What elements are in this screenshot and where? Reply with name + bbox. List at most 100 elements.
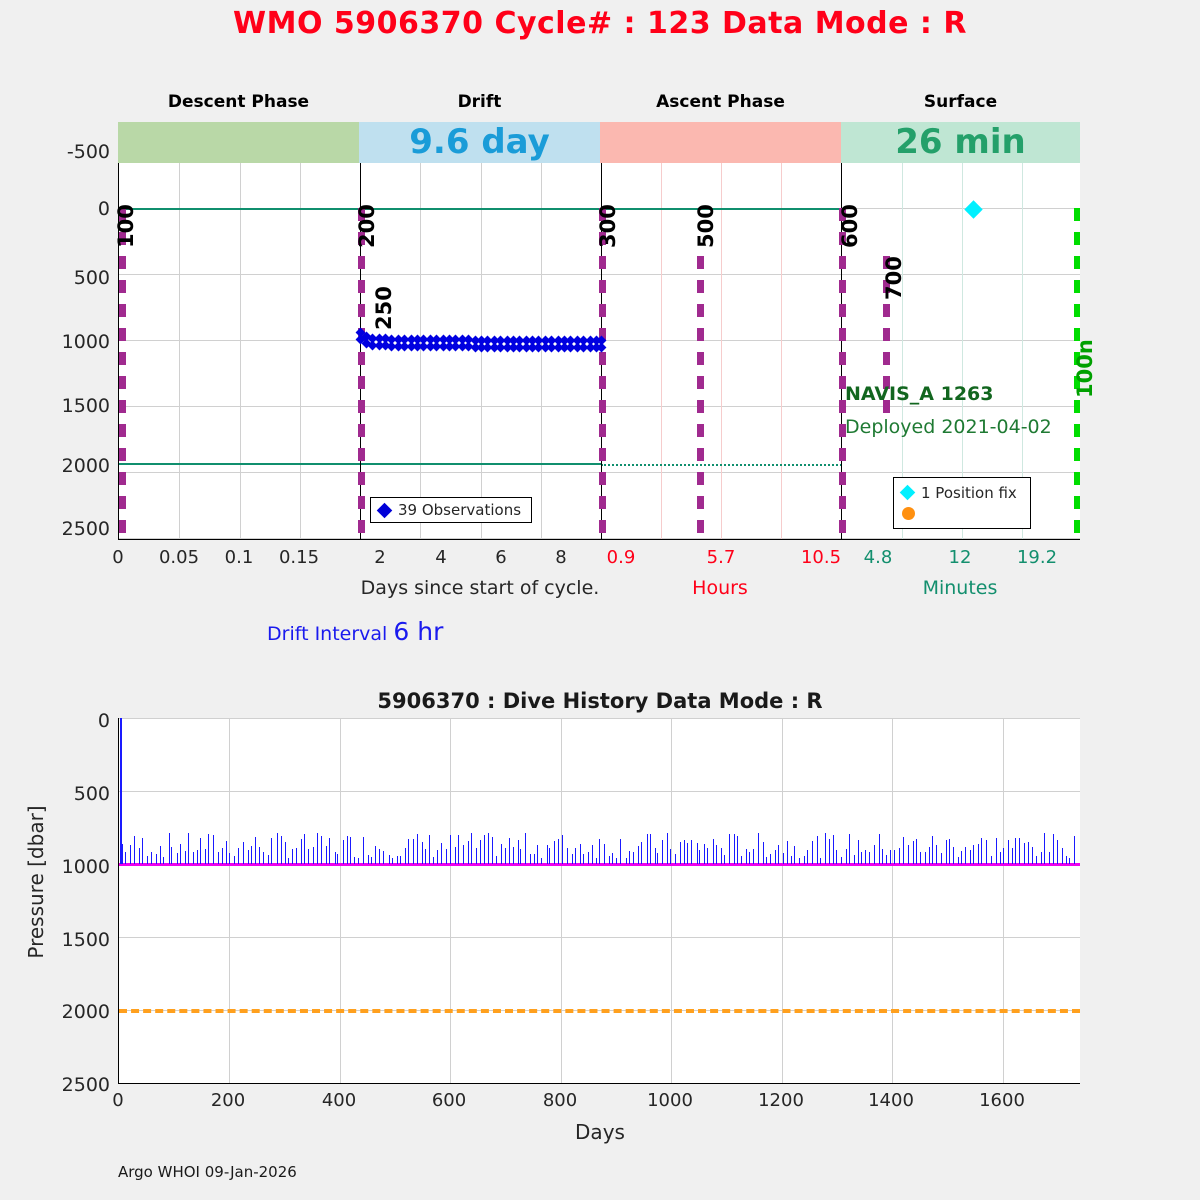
park-line-label-600: 600 <box>838 204 862 248</box>
dive-spike <box>358 857 360 865</box>
dive-spike <box>400 855 402 865</box>
dive-spike <box>783 852 784 865</box>
dive-spike <box>865 849 867 865</box>
dive-spike <box>176 853 178 865</box>
dive-spike <box>749 852 751 865</box>
dive-spike <box>787 841 789 865</box>
dive-spike <box>222 847 223 865</box>
dive-spike <box>308 849 310 865</box>
dive-spike <box>991 856 993 865</box>
dive-spike <box>325 846 327 865</box>
dive-spike <box>250 845 252 865</box>
dive-spike <box>329 837 331 865</box>
drift-interval-label: Drift Interval <box>267 623 388 645</box>
dive-spike <box>791 855 793 865</box>
dive-spike <box>858 840 860 865</box>
dive-spike <box>504 848 506 865</box>
dive-spike <box>599 839 601 865</box>
dive-spike <box>952 846 954 865</box>
phase-band-ascent <box>600 122 841 163</box>
dive-spike <box>454 847 456 865</box>
dive-spike <box>421 841 423 865</box>
bot-xtick-1600: 1600 <box>979 1090 1025 1111</box>
drift-duration-text: 9.6 day <box>409 122 550 162</box>
dive-spike <box>907 844 909 865</box>
dive-spike <box>683 839 685 865</box>
park-line-label-300: 300 <box>596 204 620 248</box>
dive-spike <box>487 832 489 865</box>
dive-spike <box>432 856 434 865</box>
dive-spike <box>841 856 843 865</box>
dive-spike <box>999 852 1001 865</box>
dive-spike <box>964 846 966 865</box>
dive-spike <box>986 840 988 865</box>
park-line-100 <box>119 208 126 538</box>
dive-spike <box>301 839 303 865</box>
dive-spike <box>737 835 739 865</box>
dive-spike <box>367 854 369 865</box>
dive-spike <box>512 846 514 865</box>
dive-spike <box>234 856 236 865</box>
dive-spike <box>122 843 123 865</box>
surface-duration-text: 26 min <box>895 122 1026 162</box>
phase-label-ascent: Ascent Phase <box>656 92 785 112</box>
dive-spike <box>138 847 140 865</box>
bot-xtick-1000: 1000 <box>647 1090 693 1111</box>
dive-spike <box>807 850 808 865</box>
park-line-300 <box>599 208 606 538</box>
top-ytick-1500: 1500 <box>61 395 110 417</box>
dive-spike <box>945 840 947 865</box>
dive-spike <box>720 848 722 865</box>
phase-label-descent: Descent Phase <box>167 92 310 112</box>
dive-spike <box>425 849 426 865</box>
dive-spike <box>492 836 494 865</box>
dive-spike <box>549 848 551 865</box>
dive-spike <box>262 852 264 865</box>
cycle-timeline-panel: Descent Phase Drift Ascent Phase Surface… <box>61 92 1097 646</box>
dive-spike <box>537 844 539 865</box>
dive-spike <box>229 852 231 865</box>
dive-spike <box>704 843 705 865</box>
dive-spike <box>130 845 132 865</box>
dive-spike <box>778 844 780 865</box>
bot-ytick-1500: 1500 <box>61 929 110 951</box>
dive-spike <box>378 849 380 865</box>
dive-spike <box>811 840 813 865</box>
dive-spike <box>1066 855 1068 865</box>
dive-spike <box>533 854 535 865</box>
top-xtick-days-2: 2 <box>374 547 386 568</box>
dive-spike <box>1027 842 1029 865</box>
dive-spike <box>924 851 926 865</box>
dive-spike <box>582 854 584 865</box>
dive-spike <box>416 834 418 865</box>
dive-spike <box>437 850 439 865</box>
dive-spike <box>580 843 581 865</box>
sea-surface-line <box>119 208 842 210</box>
dive-spike <box>920 851 921 865</box>
dive-spike <box>1056 839 1058 865</box>
dive-spike <box>699 849 701 865</box>
dive-spike <box>881 849 883 865</box>
dive-spike <box>770 854 772 865</box>
dive-spike <box>321 835 323 865</box>
top-xtick-days-8: 8 <box>555 547 567 568</box>
dive-spike <box>371 857 373 865</box>
dive-spike <box>686 843 688 865</box>
dive-spike <box>1043 832 1045 865</box>
park-line-label-surface: 100n <box>1073 339 1097 398</box>
footer-credit: Argo WHOI 09-Jan-2026 <box>118 1163 297 1181</box>
dive-spike <box>517 839 519 865</box>
bot-ytick-2000: 2000 <box>61 1001 110 1023</box>
cyan-diamond-icon <box>899 484 916 501</box>
dive-spike <box>313 846 315 865</box>
dive-spike <box>752 849 754 865</box>
top-xtick-days-4: 4 <box>435 547 447 568</box>
position-fix-legend-label: 1 Position fix <box>921 483 1017 502</box>
dive-spike <box>757 832 759 865</box>
dive-spike <box>525 832 527 865</box>
dive-spike <box>237 847 239 865</box>
bot-ytick-500: 500 <box>73 783 110 805</box>
bot-xtick-400: 400 <box>321 1090 357 1111</box>
top-xaxis-title-days: Days since start of cycle. <box>360 577 600 599</box>
top-xtick-min-192: 19.2 <box>1016 547 1058 568</box>
